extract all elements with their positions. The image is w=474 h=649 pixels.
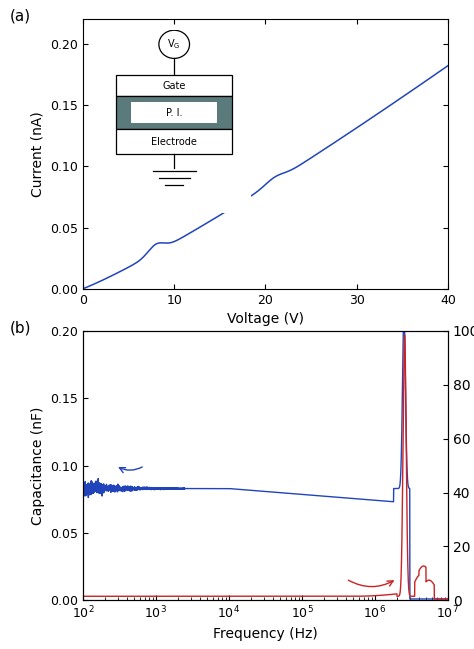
Y-axis label: Current (nA): Current (nA) (30, 111, 45, 197)
Text: (a): (a) (10, 8, 31, 24)
X-axis label: Frequency (Hz): Frequency (Hz) (213, 628, 318, 641)
X-axis label: Voltage (V): Voltage (V) (227, 312, 304, 326)
Text: (b): (b) (10, 320, 31, 336)
Y-axis label: Capacitance (nF): Capacitance (nF) (30, 406, 45, 525)
